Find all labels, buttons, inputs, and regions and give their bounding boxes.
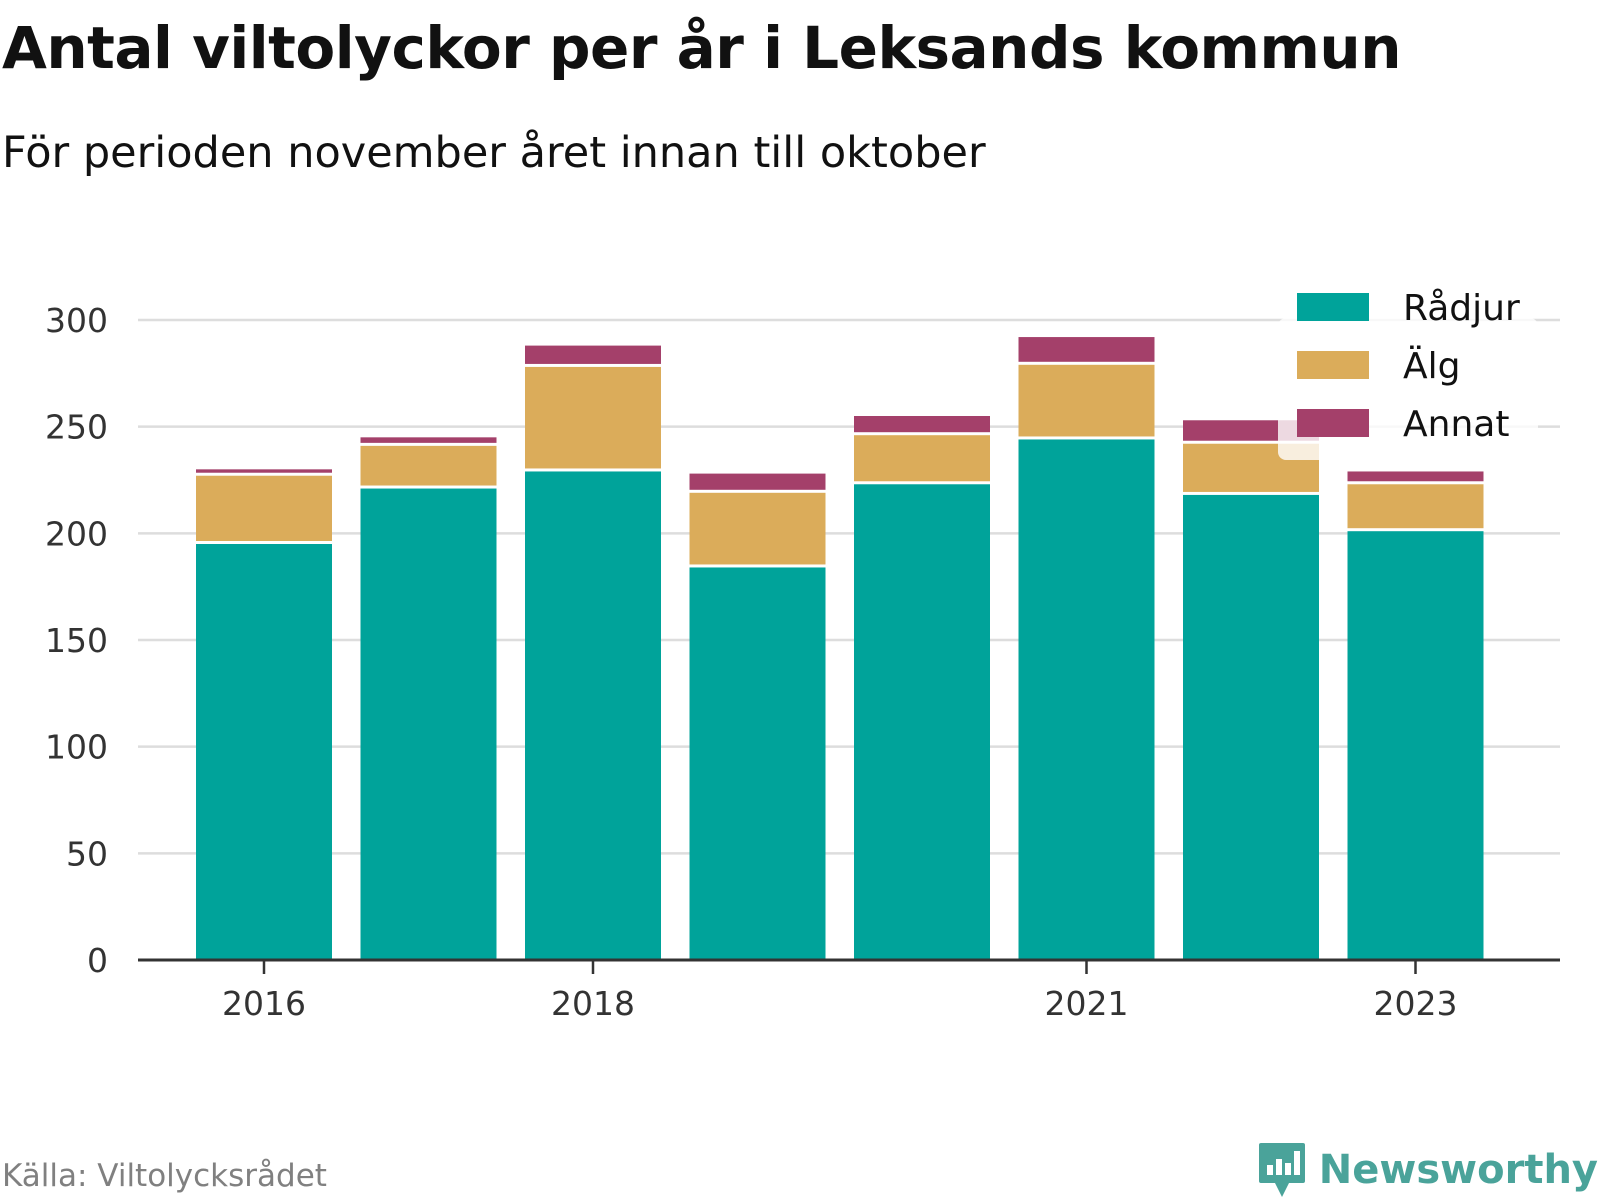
bar-stack-2020[interactable] bbox=[854, 416, 990, 960]
brand-logo[interactable]: Newsworthy bbox=[1257, 1140, 1598, 1200]
legend-swatch bbox=[1297, 293, 1369, 321]
bar-segment[interactable] bbox=[360, 445, 497, 486]
legend[interactable]: Rådjur Älg Annat bbox=[1278, 288, 1538, 460]
bar-segment[interactable] bbox=[854, 416, 990, 433]
bar-segment[interactable] bbox=[196, 544, 332, 960]
bar-segment[interactable] bbox=[854, 435, 990, 482]
bar-segment[interactable] bbox=[1018, 439, 1155, 960]
y-tick-label: 250 bbox=[45, 408, 108, 447]
legend-label: Rådjur bbox=[1403, 288, 1520, 329]
bar-segment[interactable] bbox=[689, 567, 826, 960]
legend-item[interactable]: Älg bbox=[1297, 345, 1460, 387]
legend-label: Annat bbox=[1403, 404, 1509, 445]
bar-stack-2017[interactable] bbox=[360, 437, 497, 960]
chart-title: Antal viltolyckor per år i Leksands komm… bbox=[2, 14, 1402, 82]
x-tick-label: 2016 bbox=[222, 984, 306, 1023]
bar-stack-2018[interactable] bbox=[525, 345, 661, 960]
bar-stack-2021[interactable] bbox=[1018, 337, 1155, 960]
bar-segment[interactable] bbox=[689, 492, 826, 565]
bar-segment[interactable] bbox=[360, 437, 497, 443]
chart-subtitle: För perioden november året innan till ok… bbox=[2, 128, 986, 178]
y-tick-label: 300 bbox=[45, 301, 108, 340]
bar-stack-2023[interactable] bbox=[1347, 471, 1484, 960]
bar-layer bbox=[196, 337, 1484, 960]
y-tick-label: 200 bbox=[45, 514, 108, 553]
axis-layer: 0 50 100 150 200 250 300 2016 2018 2021 2023 bbox=[45, 301, 1560, 1023]
x-tick-label: 2023 bbox=[1374, 984, 1458, 1023]
legend-label: Älg bbox=[1403, 345, 1460, 387]
bar-segment[interactable] bbox=[854, 484, 990, 960]
bar-segment[interactable] bbox=[196, 475, 332, 541]
bar-segment[interactable] bbox=[525, 345, 661, 364]
legend-item[interactable]: Rådjur bbox=[1297, 288, 1520, 329]
brand-name: Newsworthy bbox=[1318, 1147, 1598, 1193]
y-tick-label: 100 bbox=[45, 728, 108, 767]
newsworthy-logo-icon bbox=[1258, 1143, 1305, 1197]
source-note: Källa: Viltolycksrådet bbox=[2, 1158, 327, 1194]
y-tick-label: 0 bbox=[87, 941, 108, 980]
stacked-bar-chart: 0 50 100 150 200 250 300 2016 2018 2021 2023 Rådju… bbox=[45, 288, 1560, 1023]
bar-segment[interactable] bbox=[1018, 364, 1155, 437]
y-tick-label: 150 bbox=[45, 621, 108, 660]
bar-stack-2022[interactable] bbox=[1183, 420, 1319, 960]
legend-swatch bbox=[1297, 351, 1369, 379]
bar-segment[interactable] bbox=[1018, 337, 1155, 362]
legend-swatch bbox=[1297, 409, 1369, 437]
bar-segment[interactable] bbox=[360, 488, 497, 960]
bar-segment[interactable] bbox=[1347, 531, 1484, 960]
bar-stack-2019[interactable] bbox=[689, 473, 826, 960]
bar-segment[interactable] bbox=[1347, 484, 1484, 529]
x-tick-label: 2018 bbox=[551, 984, 635, 1023]
bar-segment[interactable] bbox=[525, 366, 661, 469]
y-tick-label: 50 bbox=[66, 834, 108, 873]
bar-segment[interactable] bbox=[1347, 471, 1484, 482]
legend-item[interactable]: Annat bbox=[1297, 404, 1509, 445]
bar-stack-2016[interactable] bbox=[196, 469, 332, 960]
bar-segment[interactable] bbox=[1183, 494, 1319, 960]
bar-segment[interactable] bbox=[689, 473, 826, 490]
bar-segment[interactable] bbox=[196, 469, 332, 473]
x-tick-label: 2021 bbox=[1045, 984, 1129, 1023]
bar-segment[interactable] bbox=[525, 471, 661, 960]
